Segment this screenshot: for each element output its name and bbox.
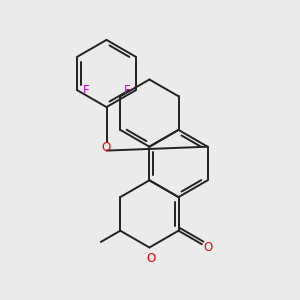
Text: O: O <box>203 241 212 254</box>
Text: O: O <box>146 252 155 265</box>
Text: O: O <box>102 141 111 154</box>
Text: F: F <box>83 84 89 97</box>
Text: F: F <box>124 84 130 97</box>
